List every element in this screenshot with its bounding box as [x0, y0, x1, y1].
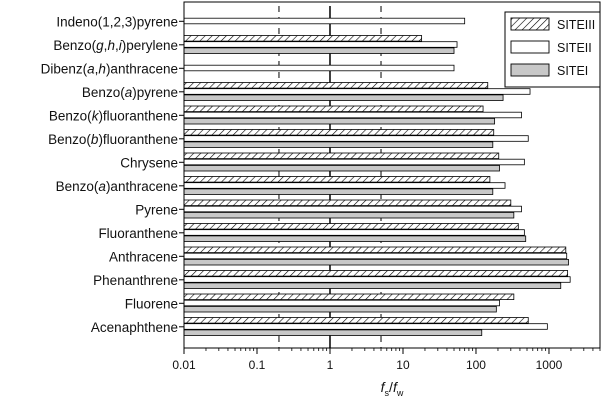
- bar-siteiii: [183, 270, 569, 277]
- legend-swatch-siteiii: [510, 17, 550, 31]
- bar-siteiii: [183, 317, 529, 324]
- category-label: Fluoranthene: [98, 226, 178, 241]
- bar-siteii: [183, 323, 548, 330]
- bar-siteiii: [183, 129, 495, 136]
- category-label: Dibenz(a,h)anthracene: [41, 61, 178, 76]
- bar-siteiii: [183, 293, 515, 300]
- bar-siteiii: [183, 199, 512, 206]
- bar-siteii: [183, 17, 466, 25]
- bar-sitei: [183, 164, 500, 172]
- legend-label-sitei: SITEI: [557, 64, 588, 78]
- bar-sitei: [183, 305, 497, 313]
- bar-sitei: [183, 329, 483, 336]
- bar-siteii: [183, 41, 458, 48]
- category-label: Benzo(a)pyrene: [82, 85, 178, 100]
- legend-label-siteii: SITEII: [557, 41, 592, 55]
- bar-sitei: [183, 211, 515, 219]
- bar-sitei: [183, 94, 504, 101]
- bar-siteiii: [183, 176, 491, 183]
- bar-siteii: [183, 111, 522, 119]
- legend-swatch-siteii: [510, 40, 550, 54]
- bar-siteii: [183, 88, 531, 95]
- bar-sitei: [183, 141, 494, 148]
- category-label: Benzo(g,h,i)perylene: [53, 38, 178, 53]
- bar-siteii: [183, 182, 506, 189]
- bar-siteiii: [183, 152, 500, 159]
- category-label: Benzo(b)fluoranthene: [48, 132, 178, 147]
- bar-siteiii: [183, 82, 489, 89]
- bar-siteii: [183, 64, 455, 72]
- bar-sitei: [183, 188, 494, 195]
- bar-siteiii: [183, 223, 519, 230]
- x-tick-label: 10: [396, 358, 410, 372]
- legend-swatch-sitei: [510, 63, 550, 77]
- bar-siteiii: [183, 35, 423, 42]
- legend-label-siteiii: SITEIII: [557, 18, 595, 32]
- x-tick-label: 0.1: [249, 358, 266, 372]
- bar-siteii: [183, 229, 525, 236]
- category-label: Benzo(k)fluoranthene: [49, 108, 178, 123]
- x-axis-title: fs/fw: [381, 379, 404, 398]
- bar-sitei: [183, 258, 569, 266]
- category-label: Acenaphthene: [91, 320, 178, 335]
- bar-sitei: [183, 235, 527, 242]
- category-label: Chrysene: [120, 155, 178, 170]
- bar-siteii: [183, 276, 571, 283]
- x-tick-label: 1000: [536, 358, 563, 372]
- bar-siteiii: [183, 105, 484, 112]
- category-label: Benzo(a)anthracene: [56, 179, 178, 194]
- bar-siteii: [183, 158, 525, 166]
- category-label: Indeno(1,2,3)pyrene: [56, 14, 178, 29]
- bar-siteii: [183, 299, 500, 307]
- bar-siteiii: [183, 246, 567, 253]
- bar-sitei: [183, 118, 496, 125]
- x-tick-label: 1: [327, 358, 334, 372]
- category-label: Fluorene: [125, 296, 178, 311]
- bar-siteii: [183, 205, 522, 213]
- category-label: Phenanthrene: [93, 273, 178, 288]
- x-tick-label: 0.01: [172, 358, 196, 372]
- category-label: Pyrene: [135, 202, 178, 217]
- bar-siteii: [183, 135, 529, 142]
- bar-siteii: [183, 252, 568, 260]
- category-label: Anthracene: [109, 249, 178, 264]
- x-tick-label: 100: [466, 358, 486, 372]
- bar-sitei: [183, 282, 562, 289]
- bar-sitei: [183, 47, 455, 54]
